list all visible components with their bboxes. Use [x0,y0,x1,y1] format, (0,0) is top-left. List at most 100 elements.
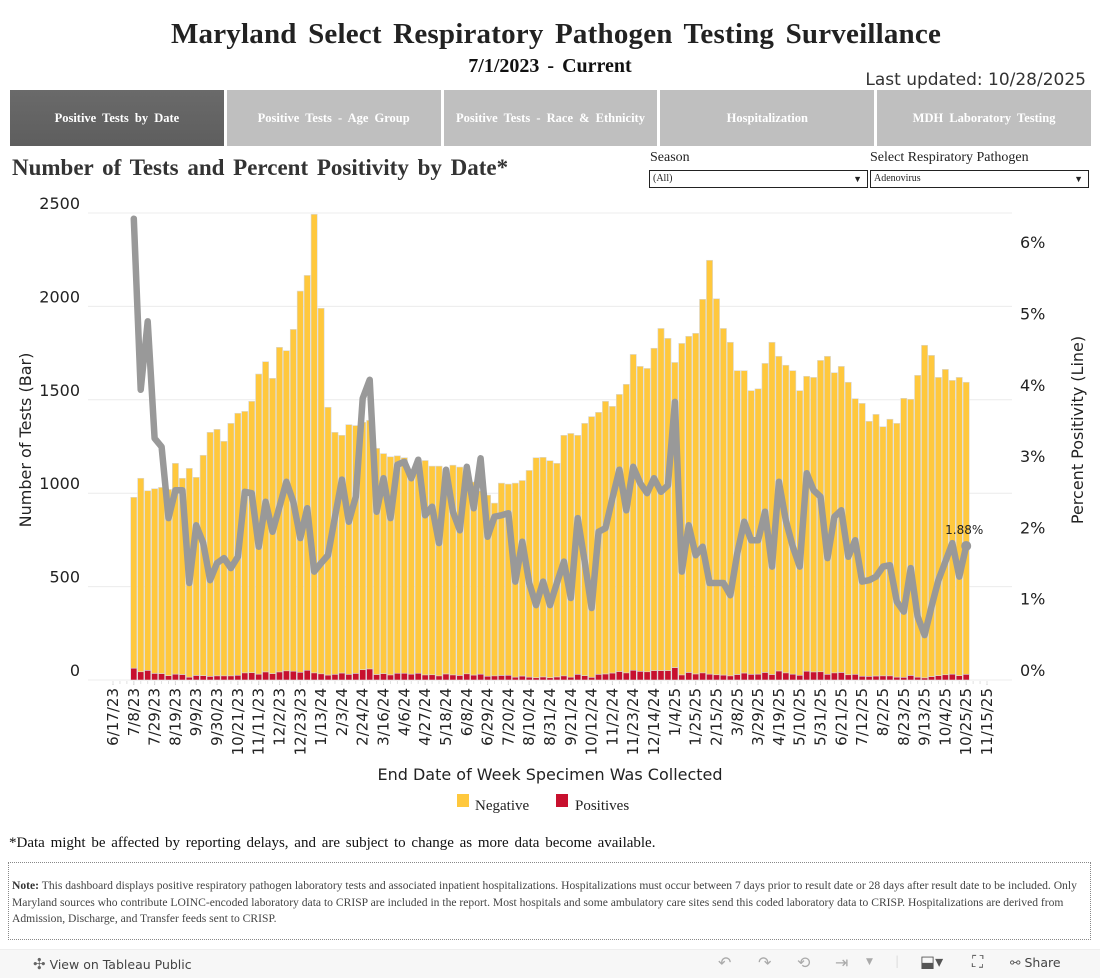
y2-tick-label: 0% [1020,661,1045,680]
x-tick-label: 12/23/23 [291,688,309,755]
bar-negative [449,464,457,676]
bar-positives [504,675,512,681]
bar-positives [907,675,915,681]
bar-negative [609,406,616,674]
bar-negative [206,432,214,677]
y2-tick-label: 3% [1020,447,1045,466]
tab-mdh-laboratory-testing[interactable]: MDH Laboratory Testing [877,90,1091,146]
bar-negative [560,434,568,677]
bar-negative [921,344,928,679]
bar-negative [387,456,394,676]
x-tick-label: 9/13/25 [916,688,934,746]
x-tick-label: 2/24/24 [354,688,372,746]
bar-negative [532,457,540,679]
bar-positives [234,675,242,681]
bar-positives [248,672,256,681]
x-tick-label: 9/30/23 [208,688,226,746]
bar-negative [567,433,575,678]
bar-positives [865,676,873,681]
refresh-icon[interactable]: ⇥ [835,953,849,972]
x-tick-label: 5/10/25 [791,688,809,746]
bar-positives [130,667,138,681]
bar-negative [907,398,915,676]
bar-negative [948,380,956,675]
bar-negative [199,454,207,677]
tab-positive-tests-race-ethnicity[interactable]: Positive Tests - Race & Ethnicity [443,90,658,146]
legend-swatch-positives [556,794,568,807]
bar-negative [366,420,374,670]
view-on-tableau-public-link[interactable]: ✣ View on Tableau Public [33,955,192,973]
legend-label-positives: Positives [575,798,629,814]
bar-positives [657,670,665,681]
bar-negative [484,494,491,677]
tab-positive-tests-age-group[interactable]: Positive Tests - Age Group [226,90,441,146]
bar-positives [220,675,228,681]
x-tick-label: 8/10/24 [520,688,538,746]
bar-negative [595,412,602,675]
bar-positives [262,671,270,681]
bar-negative [165,489,172,677]
bar-positives [726,675,734,681]
bar-positives [574,674,582,681]
chevron-down-icon[interactable]: ▼ [866,957,873,967]
share-button[interactable]: ⚯ Share [1010,955,1061,970]
bar-positives [192,675,200,681]
bar-positives [643,671,651,681]
bar-positives [359,669,367,681]
tab-hospitalization[interactable]: Hospitalization [660,90,875,146]
bar-negative [151,488,159,674]
download-icon[interactable]: ⬓▾ [920,952,944,971]
bar-positives [255,673,263,681]
bar-negative [303,275,311,671]
x-tick-label: 11/15/25 [978,688,996,755]
bar-positives [935,675,942,681]
bar-negative [158,487,165,674]
revert-icon[interactable]: ⟲ [797,953,811,972]
tableau-toolbar: ✣ View on Tableau Public ↶ ↷ ⟲ ⇥ ▼ | ⬓▾ … [0,949,1100,978]
bar-positives [824,674,831,681]
x-tick-label: 10/25/25 [957,688,975,755]
bar-positives [713,674,720,681]
bar-negative [317,307,325,675]
bar-positives [692,673,700,681]
bar-positives [449,674,457,681]
undo-icon[interactable]: ↶ [718,953,732,972]
bar-negative [178,477,186,675]
bar-negative [414,459,422,674]
y2-tick-label: 4% [1020,376,1045,395]
bar-positives [796,675,804,681]
tab-positive-tests-by-date[interactable]: Positive Tests by Date [10,90,224,146]
pathogen-dropdown[interactable]: Adenovirus ▼ [870,170,1089,188]
bar-positives [165,675,172,681]
y-tick-label: 1500 [39,381,80,400]
tab-bar: Positive Tests by Date Positive Tests - … [10,90,1091,146]
bar-negative [810,377,817,673]
redo-icon[interactable]: ↷ [758,953,772,972]
bar-positives [296,672,304,681]
season-dropdown[interactable]: (All) ▼ [649,170,868,188]
fullscreen-icon[interactable]: ⛶ [972,952,984,971]
bar-negative [421,460,429,676]
bar-negative [643,368,651,673]
bar-negative [546,460,554,679]
bar-negative [373,448,380,675]
bar-positives [241,672,249,681]
bar-positives [276,671,283,681]
bar-negative [886,418,894,677]
x-tick-label: 5/18/24 [437,688,455,746]
bar-negative [851,398,859,675]
bar-negative [498,482,505,676]
bar-negative [955,377,963,677]
bar-negative [962,381,970,675]
bar-positives [817,671,824,681]
bar-positives [595,674,602,681]
bar-negative [248,400,256,674]
x-tick-label: 2/15/25 [707,688,725,746]
bar-negative [740,370,748,674]
x-tick-label: 8/2/25 [874,688,892,736]
bar-negative [789,370,797,675]
x-tick-label: 1/13/24 [312,688,330,746]
bar-negative [276,347,283,673]
season-dropdown-value: (All) [653,173,673,184]
bar-positives [227,675,235,681]
